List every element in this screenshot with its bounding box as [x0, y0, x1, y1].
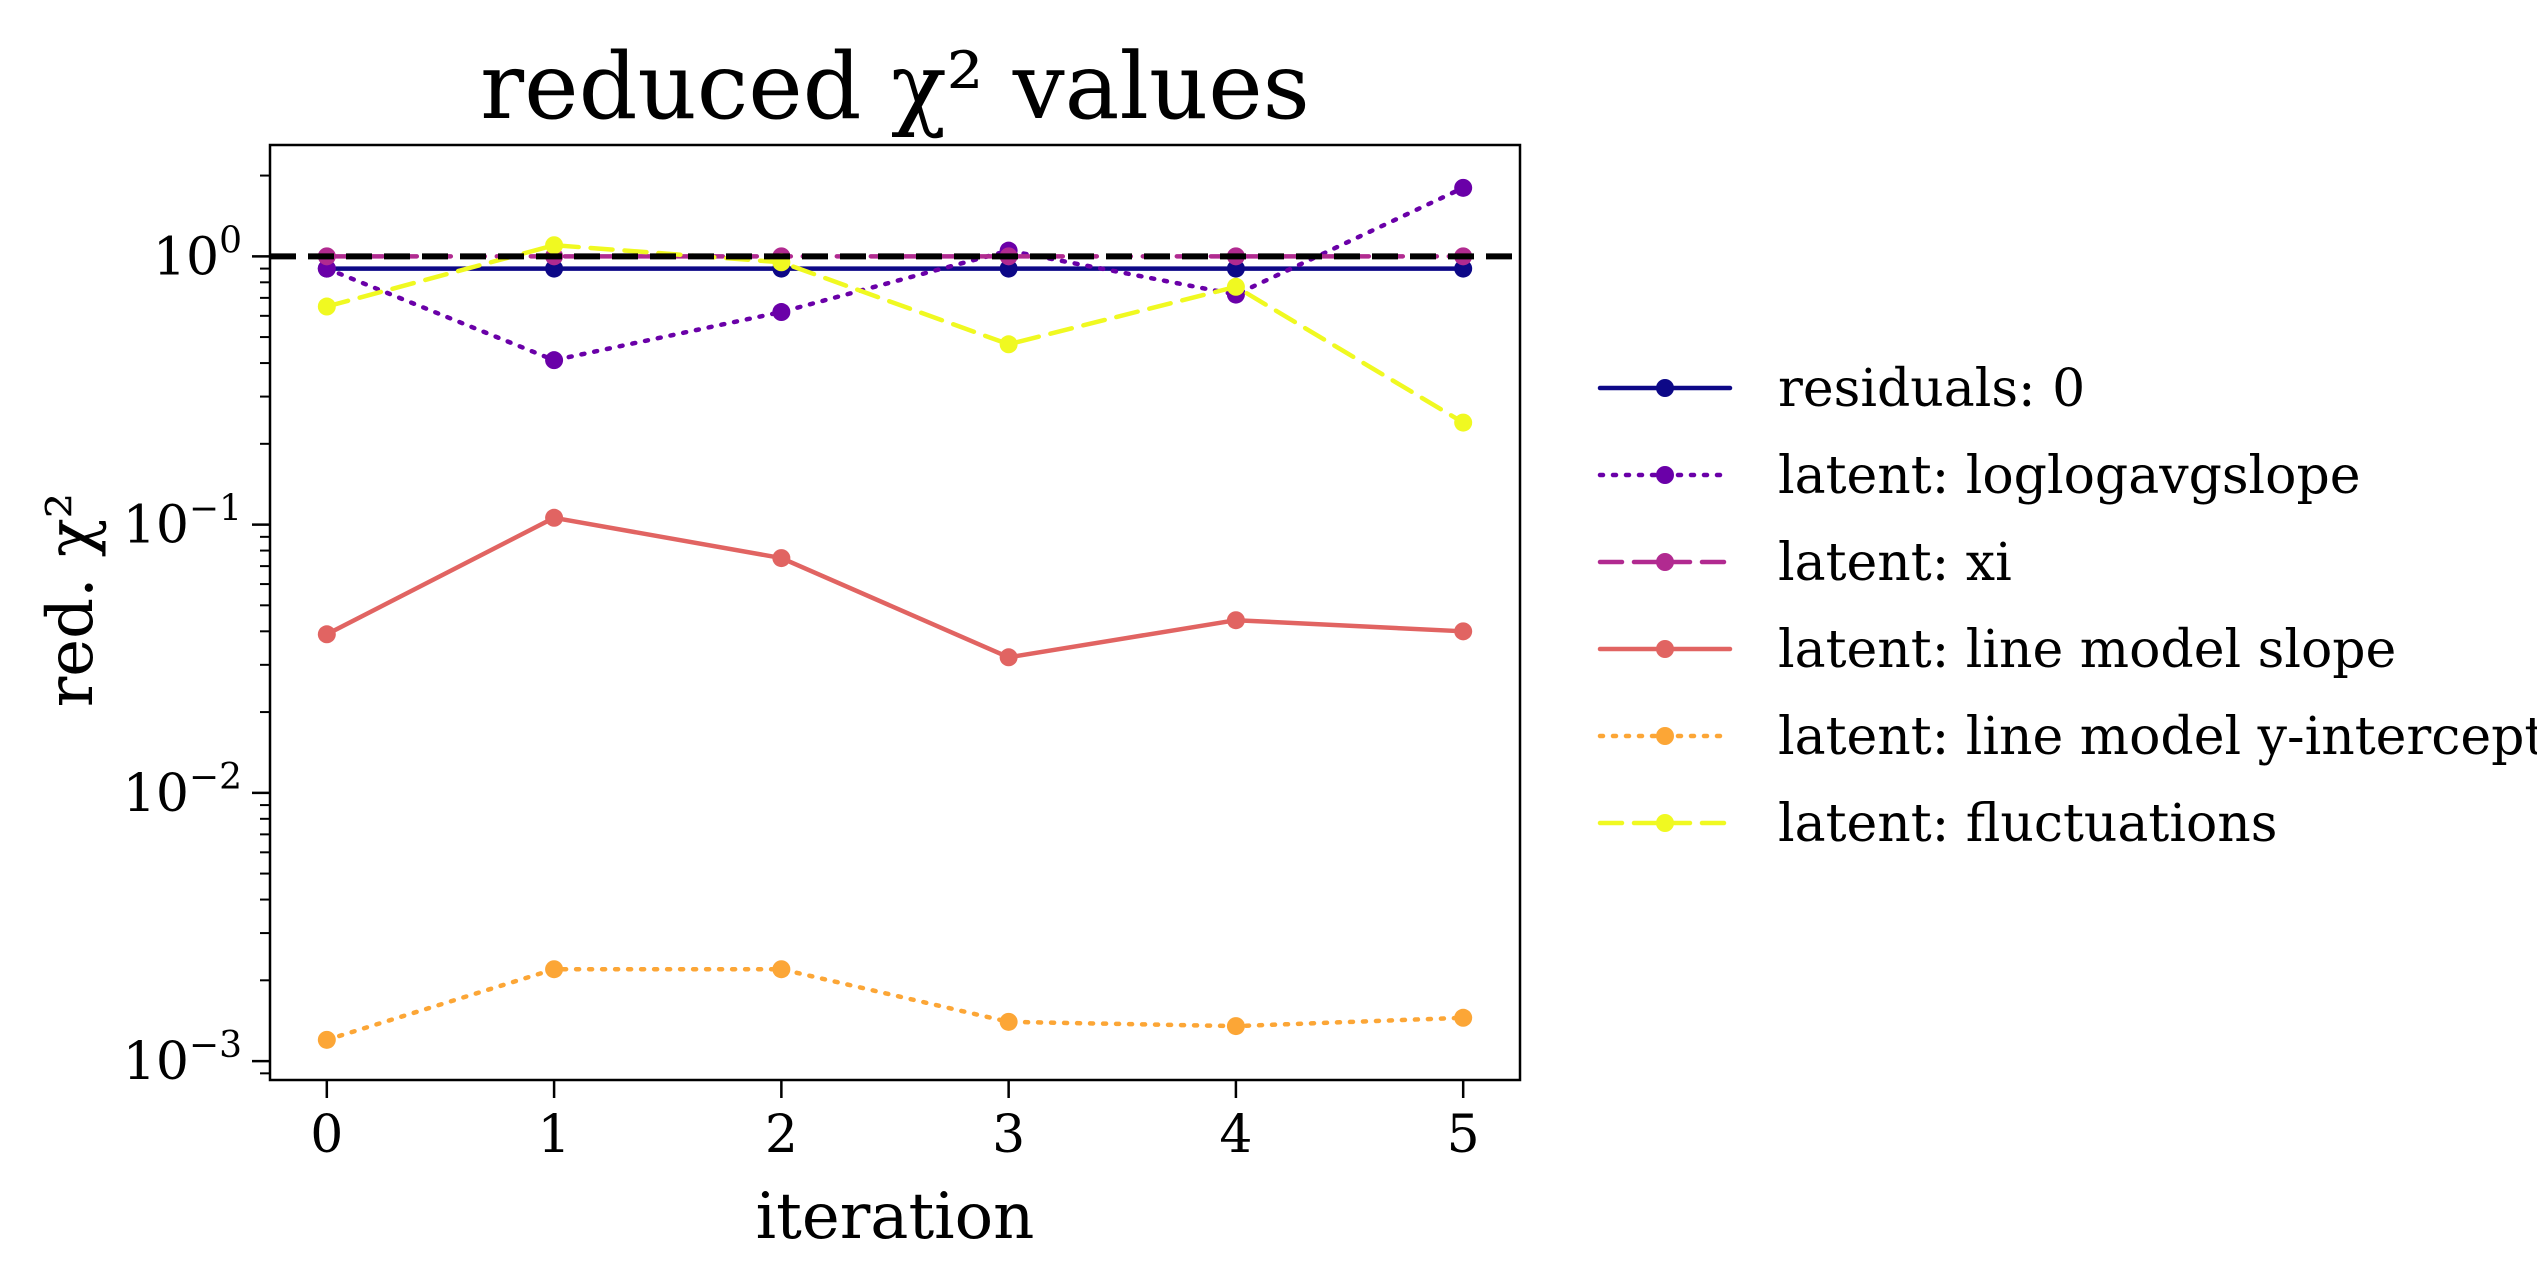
data-point: [999, 335, 1018, 354]
legend-label: latent: line model slope: [1778, 620, 2396, 680]
y-tick-label: 100: [153, 220, 242, 287]
data-point: [1454, 1008, 1473, 1027]
legend-marker: [1656, 553, 1674, 571]
x-tick-label: 2: [765, 1105, 798, 1165]
x-tick-label: 0: [310, 1105, 343, 1165]
series-line: [324, 185, 1466, 363]
data-point: [772, 549, 791, 568]
x-tick-label: 5: [1447, 1105, 1480, 1165]
data-point: [999, 648, 1018, 667]
data-point: [545, 351, 564, 370]
chart-title: reduced χ² values: [480, 33, 1310, 140]
data-point: [999, 1012, 1018, 1031]
data-point: [545, 960, 564, 979]
y-tick-label: 10−3: [123, 1025, 242, 1092]
legend-marker: [1656, 727, 1674, 745]
legend-label: latent: xi: [1778, 533, 2012, 593]
legend-label: latent: line model y-intercept: [1778, 707, 2537, 767]
x-tick-label: 1: [538, 1105, 571, 1165]
data-point: [1454, 178, 1473, 197]
x-tick-label: 3: [992, 1105, 1025, 1165]
legend: residuals: 0 latent: loglogavgslope latent…: [1597, 359, 2537, 854]
data-point: [545, 508, 564, 527]
data-point: [772, 960, 791, 979]
plot-area: 100 10−1 10−2 10−3 0 1 2 3 4 5: [123, 143, 1522, 1165]
data-point: [1454, 413, 1473, 432]
legend-marker: [1656, 814, 1674, 832]
series-line: [324, 966, 1466, 1043]
y-tick-label: 10−2: [123, 757, 242, 824]
legend-marker: [1656, 640, 1674, 658]
data-point: [772, 303, 791, 322]
data-point: [1226, 277, 1245, 296]
legend-marker: [1656, 379, 1674, 397]
legend-label: residuals: 0: [1778, 359, 2085, 419]
data-point: [317, 625, 336, 644]
series-line: [324, 242, 1466, 425]
data-point: [1454, 622, 1473, 641]
data-point: [1226, 1017, 1245, 1036]
data-point: [317, 1030, 336, 1049]
legend-label: latent: fluctuations: [1778, 794, 2277, 854]
data-point: [545, 236, 564, 255]
y-tick-label: 10−1: [123, 489, 242, 556]
legend-marker: [1656, 466, 1674, 484]
x-axis-label: iteration: [756, 1180, 1035, 1254]
legend-label: latent: loglogavgslope: [1778, 446, 2361, 506]
plot-frame: [268, 143, 1522, 1082]
data-point: [1226, 611, 1245, 630]
data-point: [317, 297, 336, 316]
series-line: [324, 515, 1466, 660]
x-tick-label: 4: [1219, 1105, 1252, 1165]
y-axis-label: red. χ²: [34, 493, 108, 708]
